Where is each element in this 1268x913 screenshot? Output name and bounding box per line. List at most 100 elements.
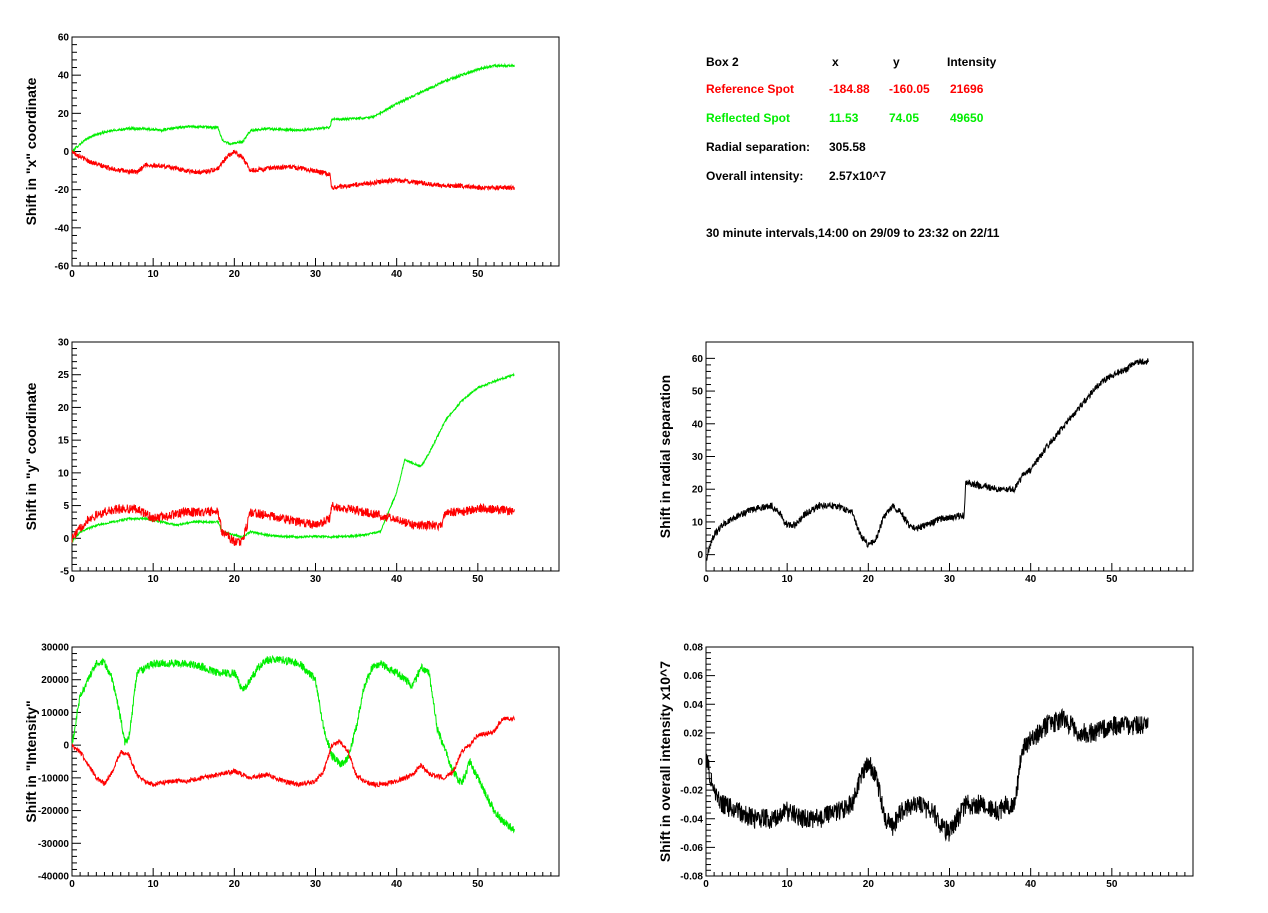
y-tick-label: -0.02 xyxy=(680,786,703,797)
x-tick-label: 50 xyxy=(472,574,484,585)
info-reflected-x: 11.53 xyxy=(829,111,859,125)
x-tick-label: 40 xyxy=(1025,879,1037,890)
y-tick-label: -20000 xyxy=(38,806,70,817)
x-tick-label: 10 xyxy=(148,574,160,585)
y-tick-label: 20 xyxy=(58,403,70,414)
chart-shift-intensity: 0 10 20 30 40 50 -40000 -30000 -20000 -10000 0 1000… xyxy=(23,643,560,890)
y-tick-label: 60 xyxy=(58,33,70,44)
info-radial-value: 305.58 xyxy=(829,140,866,154)
y-tick-label: 0 xyxy=(697,550,703,561)
y-tick-label: -10000 xyxy=(38,773,70,784)
info-overall-value: 2.57x10^7 xyxy=(829,169,887,183)
series-line-single xyxy=(705,708,1149,842)
y-tick-label: 0 xyxy=(63,534,69,545)
info-reflected-label: Reflected Spot xyxy=(706,111,791,125)
series-line-reference xyxy=(71,501,515,547)
y-axis-label: Shift in overall intensity x10^7 xyxy=(657,661,673,862)
y-tick-label: 20000 xyxy=(41,675,69,686)
y-tick-label: 40 xyxy=(692,419,704,430)
y-tick-label: 0.06 xyxy=(684,671,704,682)
y-tick-label: 5 xyxy=(63,501,69,512)
info-col-x: x xyxy=(832,55,839,69)
y-tick-label: 10000 xyxy=(41,708,69,719)
x-tick-label: 40 xyxy=(391,879,403,890)
x-tick-label: 0 xyxy=(69,269,75,280)
y-tick-label: 20 xyxy=(58,109,70,120)
info-col-y: y xyxy=(893,55,900,69)
x-tick-label: 0 xyxy=(69,574,75,585)
x-tick-label: 50 xyxy=(472,879,484,890)
y-tick-label: 0.02 xyxy=(684,728,704,739)
y-tick-label: 0 xyxy=(697,757,703,768)
info-interval-text: 30 minute intervals,14:00 on 29/09 to 23… xyxy=(706,226,1000,240)
info-box-label: Box 2 xyxy=(706,55,739,69)
x-tick-label: 50 xyxy=(1106,574,1118,585)
x-tick-label: 50 xyxy=(472,269,484,280)
info-reflected-intensity: 49650 xyxy=(950,111,984,125)
x-tick-label: 20 xyxy=(229,574,241,585)
y-tick-label: 0.04 xyxy=(684,700,704,711)
x-tick-label: 30 xyxy=(944,879,956,890)
y-tick-label: -20 xyxy=(55,185,70,196)
info-reference-label: Reference Spot xyxy=(706,82,795,96)
chart-shift-x: 0 10 20 30 40 50 -60 -40 -20 0 20 40 60 Shift in "x" … xyxy=(23,33,560,280)
x-tick-label: 30 xyxy=(944,574,956,585)
info-col-intensity: Intensity xyxy=(947,55,997,69)
x-tick-label: 10 xyxy=(782,574,794,585)
y-tick-label: 15 xyxy=(58,436,70,447)
y-tick-label: 50 xyxy=(692,387,704,398)
y-tick-label: 10 xyxy=(692,517,704,528)
x-tick-label: 40 xyxy=(1025,574,1037,585)
x-tick-label: 30 xyxy=(310,574,322,585)
chart-shift-overall-intensity: 0 10 20 30 40 50 -0.08 -0.06 -0.04 -0.02 0 0.02 0.04… xyxy=(657,643,1194,890)
x-tick-label: 20 xyxy=(863,879,875,890)
x-tick-label: 10 xyxy=(148,879,160,890)
x-tick-label: 20 xyxy=(229,269,241,280)
x-tick-label: 30 xyxy=(310,879,322,890)
y-tick-label: -0.04 xyxy=(680,814,703,825)
y-tick-label: 0 xyxy=(63,147,69,158)
info-radial-label: Radial separation: xyxy=(706,140,811,154)
info-reflected-y: 74.05 xyxy=(889,111,920,125)
y-tick-label: 40 xyxy=(58,71,70,82)
x-tick-label: 10 xyxy=(782,879,794,890)
y-axis-label: Shift in "Intensity" xyxy=(23,700,39,822)
series-line-reflected xyxy=(71,62,515,153)
y-tick-label: 0.08 xyxy=(684,643,704,654)
y-tick-label: -60 xyxy=(55,262,70,273)
x-tick-label: 20 xyxy=(229,879,241,890)
series-line-reference xyxy=(71,149,515,191)
x-tick-label: 0 xyxy=(703,879,709,890)
y-tick-label: 10 xyxy=(58,468,70,479)
series-line-reflected xyxy=(71,372,515,543)
y-tick-label: -5 xyxy=(60,567,69,578)
x-tick-label: 40 xyxy=(391,269,403,280)
y-tick-label: 30 xyxy=(692,452,704,463)
plot-frame xyxy=(705,646,1194,877)
y-tick-label: 25 xyxy=(58,370,70,381)
plot-frame xyxy=(71,36,560,267)
y-axis-label: Shift in "x" coordinate xyxy=(23,77,39,225)
series-line-single xyxy=(705,358,1149,562)
chart-shift-radial: 0 10 20 30 40 50 0 10 20 30 40 50 60 Shift in radial … xyxy=(657,341,1194,585)
x-tick-label: 10 xyxy=(148,269,160,280)
series-line-reference xyxy=(71,715,515,789)
info-reference-intensity: 21696 xyxy=(950,82,984,96)
y-tick-label: -0.06 xyxy=(680,843,703,854)
x-tick-label: 0 xyxy=(703,574,709,585)
y-tick-label: -30000 xyxy=(38,839,70,850)
y-tick-label: -0.08 xyxy=(680,872,703,883)
x-tick-label: 40 xyxy=(391,574,403,585)
x-tick-label: 20 xyxy=(863,574,875,585)
info-reference-x: -184.88 xyxy=(829,82,870,96)
info-overall-label: Overall intensity: xyxy=(706,169,804,183)
y-tick-label: 30 xyxy=(58,338,70,349)
series-line-reflected xyxy=(71,654,515,834)
x-tick-label: 0 xyxy=(69,879,75,890)
plot-frame xyxy=(705,341,1194,572)
y-tick-label: 20 xyxy=(692,485,704,496)
y-tick-label: 60 xyxy=(692,354,704,365)
y-tick-label: 30000 xyxy=(41,643,69,654)
